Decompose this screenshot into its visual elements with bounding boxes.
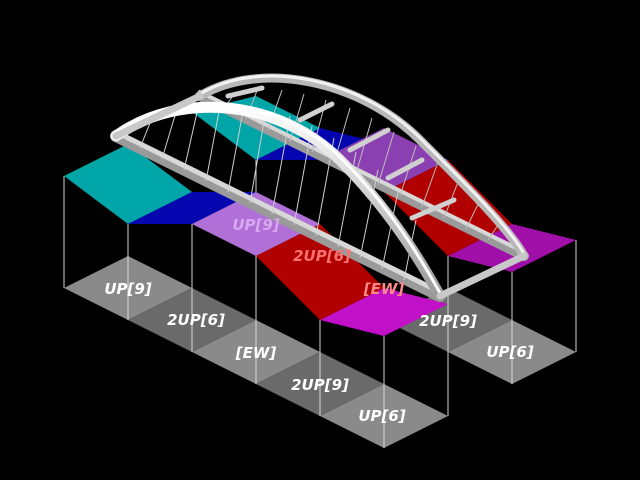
ground-label: 2UP[6] (167, 311, 225, 329)
deck-labels: UP[9] 2UP[6] [EW] (232, 216, 404, 298)
deck-label: 2UP[6] (293, 247, 351, 265)
end-beam-left (112, 92, 204, 140)
hangers-front (139, 105, 417, 281)
ground-label: UP[6] (358, 407, 405, 425)
arch-back-hl (198, 74, 526, 256)
panel-magenta-a (320, 288, 448, 336)
arch-braces (225, 85, 457, 221)
deck-label: UP[9] (232, 216, 279, 234)
deck-label: [EW] (363, 280, 405, 298)
deck-back-top (198, 90, 526, 254)
ground-label: [EW] (235, 344, 277, 362)
end-beam-right (436, 252, 528, 300)
panel-cyan-a (64, 144, 192, 224)
panel-blue-a (128, 192, 256, 224)
ground-label: 2UP[9] (291, 376, 349, 394)
panel-red-a (256, 224, 384, 320)
deck-front (110, 130, 446, 302)
deck-front-top (113, 129, 443, 295)
ground-label: UP[9] (104, 280, 151, 298)
ground-label: 2UP[9] (419, 312, 477, 330)
ground-labels: UP[9] 2UP[6] [EW] 2UP[9] UP[6] 2UP[9] UP… (104, 280, 533, 425)
ground-label: UP[6] (486, 343, 533, 361)
bridge (110, 73, 529, 302)
